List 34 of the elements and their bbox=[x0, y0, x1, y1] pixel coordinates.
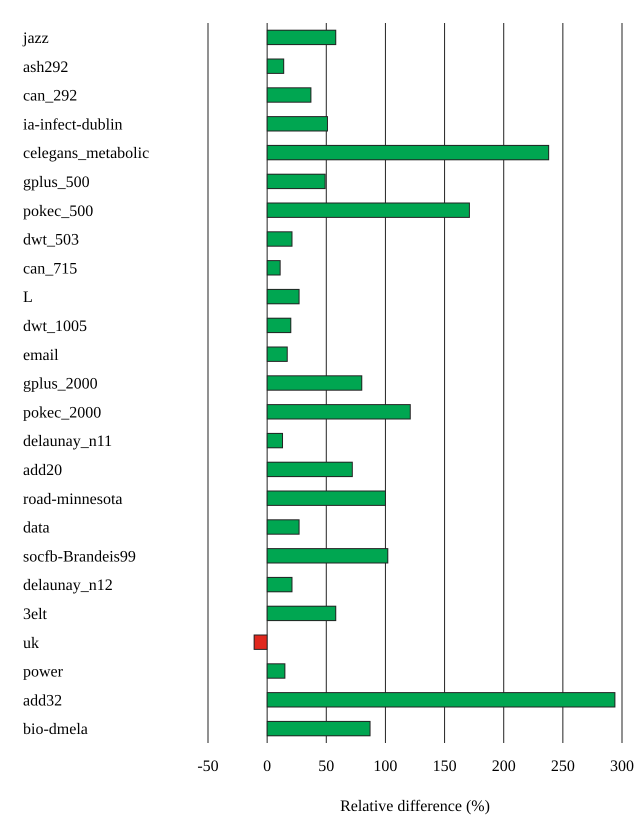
y-tick-label: celegans_metabolic bbox=[23, 145, 150, 162]
x-tick-label: 50 bbox=[318, 758, 334, 775]
y-tick-label: gplus_2000 bbox=[23, 376, 98, 393]
x-tick-label: 0 bbox=[263, 758, 272, 775]
y-tick-label: 3elt bbox=[23, 606, 48, 623]
x-tick-label: 300 bbox=[610, 758, 634, 775]
y-tick-label: add20 bbox=[23, 462, 62, 479]
y-tick-label: delaunay_n11 bbox=[23, 433, 112, 450]
y-tick-label: delaunay_n12 bbox=[23, 577, 113, 594]
y-tick-label: pokec_2000 bbox=[23, 404, 102, 422]
x-tick-label: 200 bbox=[492, 758, 516, 775]
y-tick-label: uk bbox=[23, 634, 39, 652]
y-tick-label: add32 bbox=[23, 692, 62, 710]
y-tick-label: dwt_503 bbox=[23, 232, 79, 249]
y-tick-label: dwt_1005 bbox=[23, 318, 87, 335]
y-tick-label: power bbox=[23, 664, 64, 681]
y-tick-label: socfb-Brandeis99 bbox=[23, 548, 136, 566]
y-tick-label: ia-infect-dublin bbox=[23, 116, 123, 134]
y-tick-label: ash292 bbox=[23, 58, 68, 76]
x-tick-label: 150 bbox=[432, 758, 457, 775]
y-tick-label: gplus_500 bbox=[23, 174, 90, 191]
y-tick-label: data bbox=[23, 520, 50, 537]
x-tick-label: -50 bbox=[197, 758, 219, 775]
y-tick-label: L bbox=[23, 289, 33, 306]
y-tick-label: road-minnesota bbox=[23, 490, 123, 508]
y-tick-label: bio-dmela bbox=[23, 721, 88, 738]
x-tick-label: 100 bbox=[373, 758, 398, 775]
y-tick-label: pokec_500 bbox=[23, 202, 94, 220]
y-tick-label: email bbox=[23, 346, 60, 364]
y-tick-label: can_715 bbox=[23, 260, 78, 278]
y-tick-label: jazz bbox=[22, 30, 49, 47]
x-axis-title: Relative difference (%) bbox=[340, 798, 490, 815]
x-tick-label: 250 bbox=[550, 758, 575, 775]
y-tick-label: can_292 bbox=[23, 88, 78, 105]
